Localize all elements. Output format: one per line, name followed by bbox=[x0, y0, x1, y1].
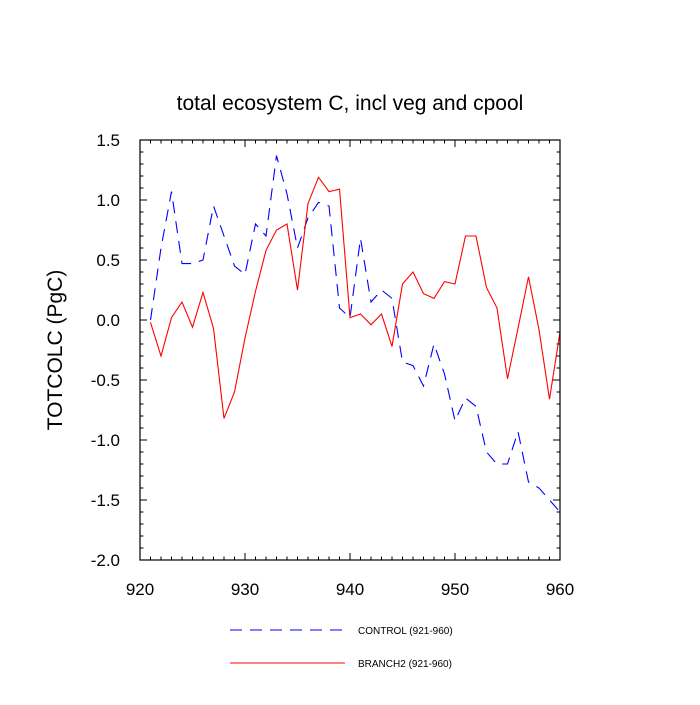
x-tick-label: 930 bbox=[231, 580, 259, 599]
axis-ticks bbox=[139, 139, 561, 561]
y-tick-label: -1.0 bbox=[91, 431, 120, 450]
series-line-control bbox=[149, 155, 561, 513]
chart-title: total ecosystem C, incl veg and cpool bbox=[177, 92, 524, 115]
y-tick-label: 1.0 bbox=[96, 191, 120, 210]
y-tick-label: -0.5 bbox=[91, 371, 120, 390]
series-lines bbox=[149, 155, 561, 513]
y-tick-label: 1.5 bbox=[96, 131, 120, 150]
legend-label-control: CONTROL (921-960) bbox=[358, 626, 453, 637]
y-axis-label: TOTCOLC (PgC) bbox=[44, 270, 67, 431]
legend: CONTROL (921-960) BRANCH2 (921-960) bbox=[230, 626, 453, 670]
legend-label-branch2: BRANCH2 (921-960) bbox=[358, 659, 452, 670]
x-tick-label: 940 bbox=[336, 580, 364, 599]
series-line-branch2 bbox=[149, 176, 561, 419]
x-tick-label: 920 bbox=[126, 580, 154, 599]
y-tick-label: 0.5 bbox=[96, 251, 120, 270]
plot-frame bbox=[139, 139, 561, 561]
y-tick-label: -1.5 bbox=[91, 491, 120, 510]
y-tick-label: -2.0 bbox=[91, 551, 120, 570]
x-tick-label: 960 bbox=[546, 580, 574, 599]
axis-tick-labels: 920 930 940 950 960 -2.0 -1.5 -1.0 -0.5 0.0 0.5 1.0… bbox=[91, 131, 574, 599]
x-tick-label: 950 bbox=[441, 580, 469, 599]
y-tick-label: 0.0 bbox=[96, 311, 120, 330]
